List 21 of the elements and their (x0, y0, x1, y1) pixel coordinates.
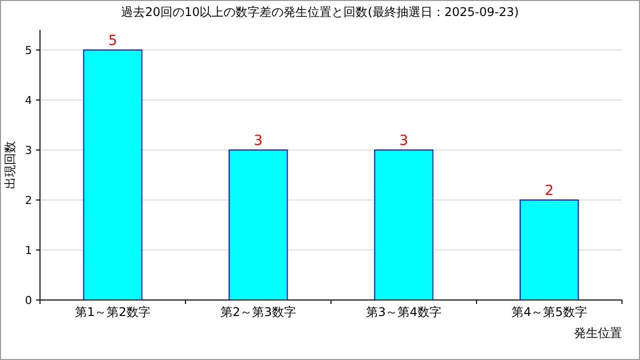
bar (228, 150, 288, 300)
y-tick-label: 2 (25, 194, 32, 207)
x-tick-label: 第4～第5数字 (512, 305, 587, 319)
y-tick-label: 4 (25, 94, 32, 107)
x-axis-title: 発生位置 (574, 326, 622, 340)
data-label: 2 (544, 183, 554, 199)
bar (83, 50, 142, 300)
y-tick-label: 1 (25, 244, 32, 257)
x-tick-label: 第3～第4数字 (366, 305, 442, 319)
x-tick-label: 第1～第2数字 (75, 305, 150, 319)
y-tick-label: 3 (25, 144, 32, 157)
data-label: 5 (108, 33, 118, 49)
x-tick-label: 第2～第3数字 (220, 305, 296, 319)
bar (374, 150, 434, 300)
y-tick-label: 0 (25, 294, 32, 307)
chart-title: 過去20回の10以上の数字差の発生位置と回数(最終抽選日：2025-09-23) (121, 5, 519, 19)
y-axis-title: 出現回数 (3, 141, 17, 189)
data-label: 3 (399, 133, 408, 149)
data-label: 3 (254, 133, 263, 149)
bar (520, 200, 579, 300)
y-tick-label: 5 (25, 44, 32, 57)
